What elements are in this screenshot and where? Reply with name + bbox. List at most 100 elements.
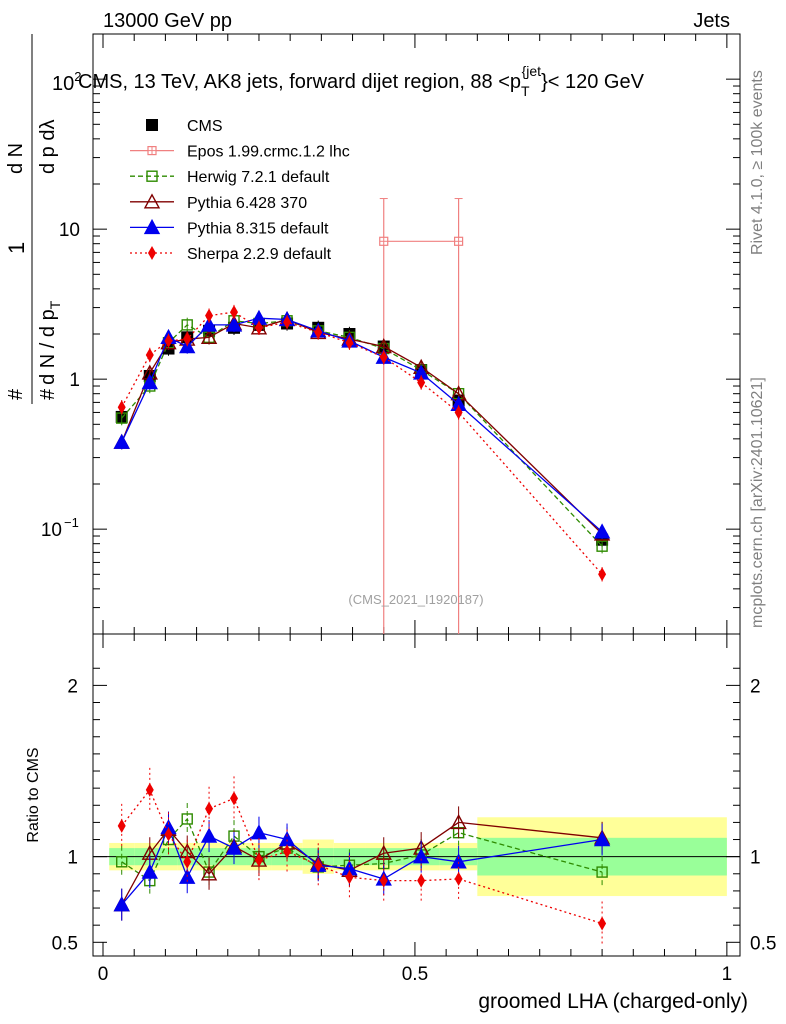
sherpa-main-point <box>254 320 263 335</box>
pythia8-ratio-point <box>225 839 243 855</box>
pythia8-ratio-point <box>278 831 296 847</box>
ratio-y-tick-label: 2 <box>67 676 78 697</box>
main-y-axis-title-one: 1 <box>4 242 29 254</box>
main-y-axis-title: # 1 # d N / d pT d N d p dλ <box>4 34 63 404</box>
source-info: mcplots.cern.ch [arXiv:2401.10621] <box>749 377 766 628</box>
pythia8-ratio-point <box>141 863 158 879</box>
energy-label: 13000 GeV pp <box>103 10 232 32</box>
ratio-y-tick-label-right: 1 <box>750 848 761 869</box>
pythia8-main-line <box>121 317 603 533</box>
legend-marker-pythia6 <box>143 193 161 209</box>
epos-marker <box>454 236 464 246</box>
process-label: Jets <box>693 10 730 32</box>
main-y-axis-title-den-hash: # <box>37 388 59 400</box>
ratio-y-tick-label-right: 2 <box>750 676 761 697</box>
herwig-ratio-point <box>596 866 608 878</box>
legend-label-sherpa: Sherpa 2.2.9 default <box>187 246 332 263</box>
herwig-main-line <box>121 320 603 547</box>
sherpa-ratio-point <box>598 916 607 931</box>
plot-title-sub: T <box>521 83 530 99</box>
main-y-axis-title-den-text: d N / d p <box>37 309 59 385</box>
pythia6-ratio-point <box>450 813 467 830</box>
main-axis-scale-label: 102 <box>52 69 81 95</box>
ratio-y-tick-label-right: 0.5 <box>750 933 776 954</box>
herwig-main-point <box>596 540 608 552</box>
main-y-tick-exponent: −1 <box>64 515 79 530</box>
sherpa-ratio-point <box>454 871 463 886</box>
pythia8-ratio-point <box>593 831 611 847</box>
plot-title-end: }< 120 GeV <box>541 71 645 93</box>
series-layer <box>113 198 611 946</box>
sherpa-main-point <box>379 350 388 365</box>
pythia6-main-point <box>200 328 218 345</box>
legend-label-epos: Epos 1.99.crmc.1.2 lhc <box>187 144 350 161</box>
x-tick-label: 1 <box>722 964 733 985</box>
plot-title-sup: {jet <box>522 63 542 79</box>
sherpa-main-point <box>283 315 292 330</box>
herwig-ratio-point <box>116 856 128 868</box>
rivet-info: Rivet 4.1.0, ≥ 100k events <box>749 70 766 255</box>
main-y-axis-title-den-sub: T <box>47 300 63 309</box>
pythia8-main-point <box>225 316 243 332</box>
main-y-tick-label: 10 <box>59 220 80 241</box>
sherpa-ratio-point <box>417 873 426 888</box>
sherpa-ratio-point <box>145 782 154 797</box>
main-axis-scale-base: 10 <box>52 73 74 95</box>
ratio-y-tick-label: 0.5 <box>52 933 78 954</box>
ratio-y-axis-title: Ratio to CMS <box>25 747 42 842</box>
x-tick-label: 0.5 <box>402 964 428 985</box>
legend-marker-herwig <box>146 170 158 182</box>
sherpa-main-point <box>314 325 323 340</box>
sherpa-ratio-point <box>345 870 354 885</box>
epos-marker <box>379 236 389 246</box>
main-y-axis-title-hash: # <box>5 388 27 400</box>
sherpa-ratio-point <box>379 873 388 888</box>
pythia8-main-point <box>200 316 218 332</box>
main-y-tick-label: 1 <box>69 370 80 391</box>
main-axis-scale-exp: 2 <box>74 69 81 84</box>
main-y-axis-title-num2: d N <box>5 143 27 174</box>
sherpa-ratio-line <box>121 788 603 925</box>
main-y-axis-title-den: # d N / d pT <box>37 300 63 400</box>
legend-marker-sherpa <box>148 246 156 260</box>
sherpa-main-point <box>345 335 354 350</box>
legend-label-herwig: Herwig 7.2.1 default <box>187 169 330 186</box>
plot-title-main: CMS, 13 TeV, AK8 jets, forward dijet reg… <box>78 71 521 93</box>
sherpa-main-point <box>183 332 192 347</box>
sherpa-main-point <box>454 405 463 420</box>
legend: CMS Epos 1.99.crmc.1.2 lhc Herwig 7.2.1 de… <box>130 118 350 263</box>
sherpa-ratio-point <box>164 827 173 842</box>
sherpa-ratio-point <box>230 791 239 806</box>
pythia8-main-point <box>113 433 130 449</box>
sherpa-ratio-point <box>117 818 126 833</box>
sherpa-main-point <box>598 567 607 582</box>
legend-label-pythia6: Pythia 6.428 370 <box>187 195 307 212</box>
sherpa-main-point <box>164 333 173 348</box>
x-tick-label: 0 <box>98 964 109 985</box>
x-axis-title: groomed LHA (charged-only) <box>478 990 748 1013</box>
pythia8-main-point <box>593 523 611 539</box>
sherpa-main-point <box>205 308 214 323</box>
sherpa-ratio-point <box>254 853 263 868</box>
sherpa-ratio-point <box>183 854 192 869</box>
sherpa-ratio-point <box>314 858 323 873</box>
sherpa-main-point <box>145 347 154 362</box>
pythia8-ratio-point <box>113 896 130 912</box>
sherpa-main-point <box>417 375 426 390</box>
analysis-id: (CMS_2021_I1920187) <box>348 592 483 607</box>
pythia6-ratio-point <box>200 865 218 881</box>
legend-label-pythia8: Pythia 8.315 default <box>187 220 329 237</box>
sherpa-ratio-point <box>283 844 292 859</box>
legend-label-cms: CMS <box>187 118 223 135</box>
ratio-panel-frame <box>92 633 741 957</box>
legend-marker-pythia8 <box>143 218 161 235</box>
ratio-y-tick-label: 1 <box>67 848 78 869</box>
legend-marker-epos <box>147 146 157 156</box>
sherpa-ratio-point <box>205 801 214 816</box>
main-y-axis-title-tail: d p dλ <box>37 120 59 174</box>
pythia8-ratio-point <box>412 848 430 864</box>
main-y-tick-label: 10 <box>41 520 62 541</box>
legend-marker-cms <box>146 119 158 131</box>
